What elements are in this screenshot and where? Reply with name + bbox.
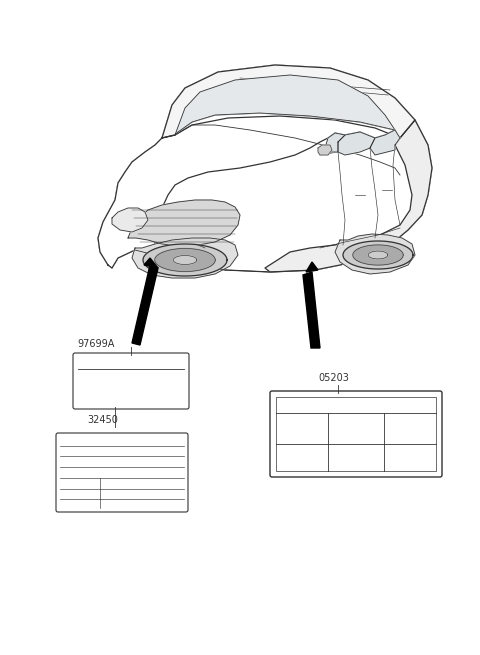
Polygon shape <box>175 75 395 135</box>
Polygon shape <box>112 208 148 232</box>
Polygon shape <box>318 145 332 155</box>
Text: 05203: 05203 <box>318 373 349 383</box>
Polygon shape <box>368 251 388 259</box>
Polygon shape <box>353 245 403 265</box>
FancyBboxPatch shape <box>56 433 188 512</box>
Polygon shape <box>128 200 240 246</box>
Polygon shape <box>343 241 413 269</box>
Polygon shape <box>173 255 197 265</box>
Polygon shape <box>98 113 395 268</box>
Polygon shape <box>306 262 318 272</box>
Polygon shape <box>144 258 158 268</box>
Text: 32450: 32450 <box>87 415 118 425</box>
Polygon shape <box>335 234 415 274</box>
Polygon shape <box>143 244 227 276</box>
Polygon shape <box>132 238 238 278</box>
Polygon shape <box>370 130 400 155</box>
Polygon shape <box>338 132 375 155</box>
Bar <box>276 397 436 471</box>
Polygon shape <box>155 248 215 272</box>
FancyBboxPatch shape <box>270 391 442 477</box>
Polygon shape <box>132 265 158 345</box>
FancyBboxPatch shape <box>73 353 189 409</box>
Polygon shape <box>325 133 345 152</box>
Text: 97699A: 97699A <box>77 339 114 349</box>
Polygon shape <box>162 65 415 138</box>
Polygon shape <box>303 272 320 348</box>
Polygon shape <box>265 120 432 272</box>
Polygon shape <box>98 65 432 272</box>
